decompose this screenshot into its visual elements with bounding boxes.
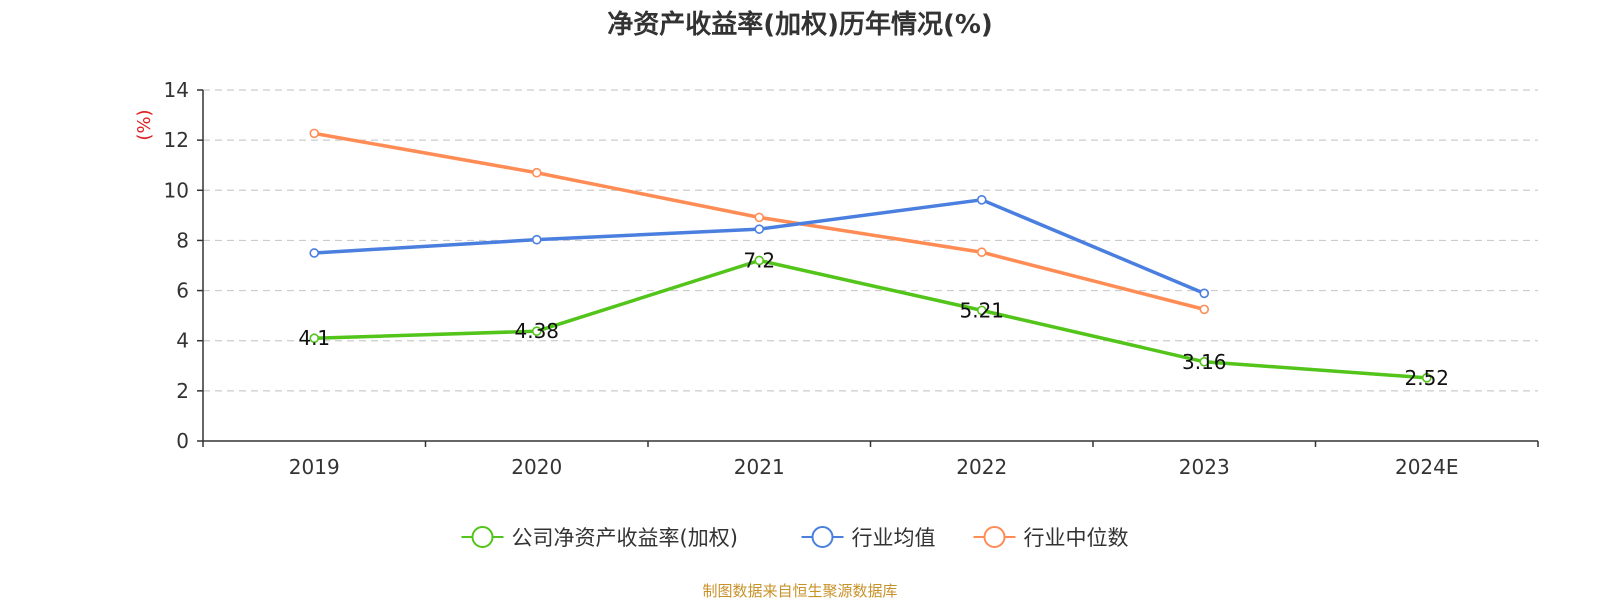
data-point — [754, 224, 765, 234]
y-tick-label: 8 — [176, 228, 189, 252]
data-point — [1199, 304, 1210, 315]
data-label: 3.16 — [1182, 350, 1227, 374]
y-tick-label: 14 — [164, 78, 189, 102]
y-tick-label: 2 — [176, 379, 189, 403]
data-label: 4.38 — [514, 319, 559, 343]
x-tick-label: 2023 — [1179, 455, 1230, 479]
data-point — [531, 326, 542, 336]
data-point — [309, 128, 320, 139]
legend-label: 公司净资产收益率(加权) — [512, 526, 738, 550]
data-point — [754, 212, 765, 223]
y-tick-label: 0 — [176, 429, 189, 453]
series-line — [314, 258, 1427, 380]
legend-marker — [983, 526, 1006, 548]
legend-marker — [811, 526, 834, 548]
legend-marker — [471, 526, 494, 548]
chart-title: 净资产收益率(加权)历年情况(%) — [607, 10, 993, 40]
x-tick-label: 2019 — [289, 455, 340, 479]
x-tick-label: 2020 — [511, 455, 562, 479]
data-point — [531, 167, 542, 178]
y-tick-label: 10 — [164, 178, 189, 202]
source-footer: 制图数据来自恒生聚源数据库 — [702, 582, 898, 600]
y-tick-label: 6 — [176, 279, 189, 303]
x-tick-label: 2024E — [1395, 455, 1459, 479]
data-label: 2.52 — [1404, 366, 1449, 390]
data-label: 4.1 — [298, 326, 330, 350]
y-tick-label: 12 — [164, 128, 189, 152]
data-point — [976, 305, 987, 316]
y-axis-label: (%) — [134, 109, 155, 140]
data-point — [976, 247, 987, 258]
data-point — [531, 234, 542, 245]
x-tick-label: 2021 — [734, 455, 785, 479]
data-point — [754, 255, 765, 266]
data-point — [976, 195, 987, 205]
y-tick-label: 4 — [176, 329, 189, 353]
x-tick-label: 2022 — [956, 455, 1007, 479]
data-label: 5.21 — [959, 298, 1004, 322]
legend-label: 行业中位数 — [1024, 526, 1129, 550]
data-point — [309, 248, 320, 258]
data-point — [1199, 356, 1210, 367]
legend-label: 行业均值 — [852, 526, 936, 550]
data-point — [309, 333, 320, 344]
data-point — [1199, 288, 1210, 299]
data-point — [1421, 373, 1432, 383]
data-label: 7.2 — [743, 248, 775, 272]
